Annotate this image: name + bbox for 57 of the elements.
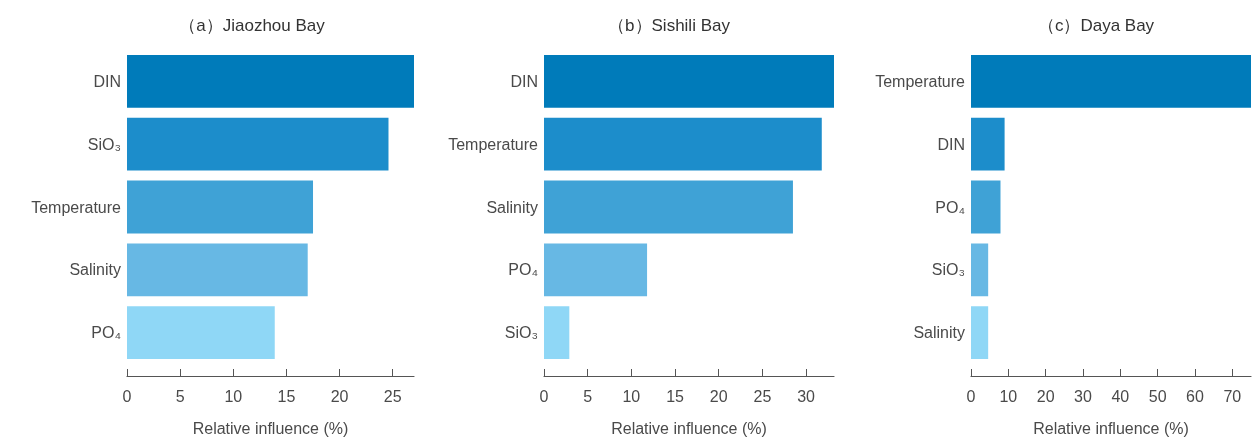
x-tick-label: 10 <box>999 387 1018 405</box>
x-tick-label: 60 <box>1186 387 1204 405</box>
x-tick-label: 70 <box>1223 387 1242 405</box>
bar <box>971 117 1005 171</box>
y-tick-label: DIN <box>937 135 965 153</box>
x-axis-title: Relative influence (%) <box>192 419 349 437</box>
x-tick-label: 0 <box>966 387 976 405</box>
y-tick-label: Salinity <box>486 198 538 216</box>
y-tick-label: DIN <box>510 72 538 90</box>
x-axis-title: Relative influence (%) <box>1033 419 1189 437</box>
bar <box>544 117 822 171</box>
y-tick-label: Temperature <box>448 135 539 153</box>
x-tick-label: 30 <box>1074 387 1092 405</box>
y-tick-label: SiO₃ <box>504 324 538 342</box>
x-tick-label: 20 <box>330 387 349 405</box>
bar <box>127 306 275 359</box>
x-tick-label: 30 <box>797 387 816 405</box>
x-tick-label: 25 <box>753 387 772 405</box>
x-tick-label: 15 <box>277 387 296 405</box>
x-tick-label: 5 <box>583 387 593 405</box>
y-tick-label: PO₄ <box>508 261 538 279</box>
x-tick-label: 50 <box>1148 387 1167 405</box>
y-tick-label: PO₄ <box>91 324 121 342</box>
bar <box>971 306 989 359</box>
y-tick-label: SiO₃ <box>931 261 965 279</box>
bar <box>971 180 1001 234</box>
x-tick-label: 0 <box>122 387 132 405</box>
bar <box>127 243 308 297</box>
bar <box>971 243 989 297</box>
bar <box>544 180 793 234</box>
x-tick-label: 25 <box>383 387 402 405</box>
bar <box>544 306 570 359</box>
chart-title: （b）Sishili Bay <box>608 16 731 35</box>
x-tick-label: 5 <box>175 387 185 405</box>
y-tick-label: Salinity <box>913 324 965 342</box>
y-tick-label: PO₄ <box>935 198 965 216</box>
x-tick-label: 15 <box>666 387 685 405</box>
y-tick-label: Salinity <box>69 261 121 279</box>
bar <box>127 117 389 171</box>
bar <box>544 243 648 297</box>
x-tick-label: 0 <box>539 387 549 405</box>
chart-title: （a）Jiaozhou Bay <box>179 16 326 35</box>
x-tick-label: 20 <box>1036 387 1055 405</box>
chart-title: （c）Daya Bay <box>1037 16 1155 35</box>
x-tick-label: 10 <box>224 387 243 405</box>
y-tick-label: DIN <box>93 72 121 90</box>
x-tick-label: 10 <box>622 387 641 405</box>
bar <box>127 180 314 234</box>
x-tick-label: 20 <box>709 387 728 405</box>
bar <box>127 55 414 108</box>
bar <box>544 55 834 108</box>
y-tick-label: SiO₃ <box>87 135 121 153</box>
x-axis-title: Relative influence (%) <box>611 419 767 437</box>
y-tick-label: Temperature <box>875 72 966 90</box>
x-tick-label: 40 <box>1111 387 1130 405</box>
bar <box>971 55 1251 108</box>
y-tick-label: Temperature <box>31 198 122 216</box>
